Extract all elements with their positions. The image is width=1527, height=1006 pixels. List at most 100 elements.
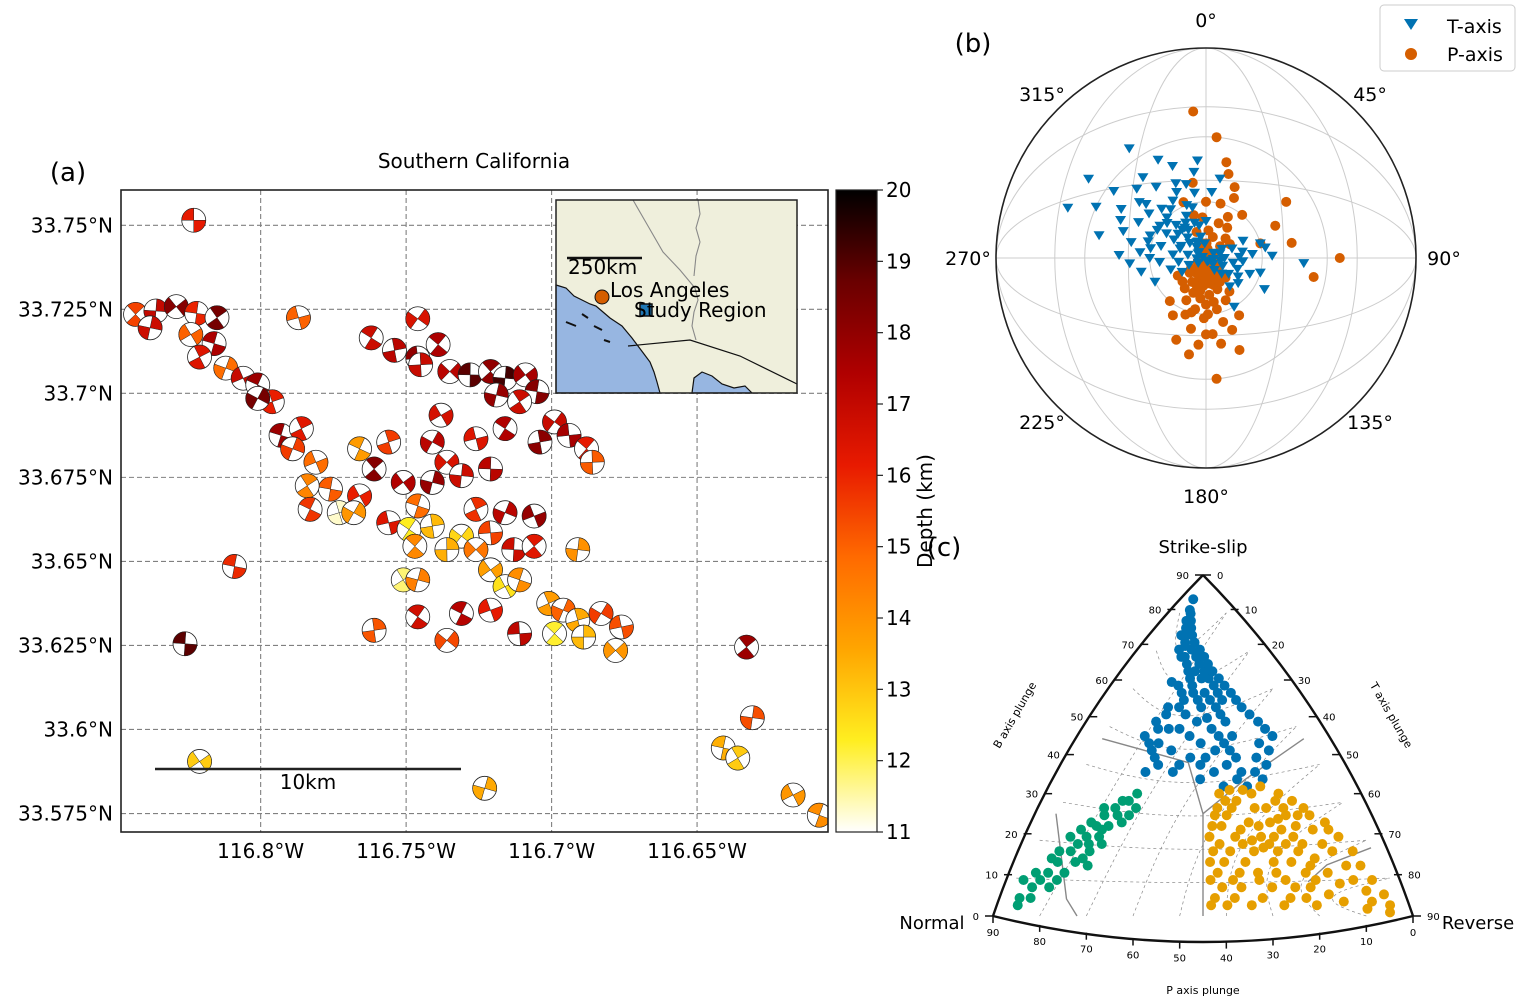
strike-slip-point bbox=[1227, 731, 1238, 742]
inset-map: 250km Los Angeles Study Region bbox=[555, 199, 798, 394]
t-axis-point bbox=[1195, 232, 1207, 242]
t-axis-point bbox=[1108, 186, 1120, 196]
focal-mechanism bbox=[457, 362, 483, 388]
reverse-point bbox=[1298, 803, 1309, 814]
strike-slip-point bbox=[1185, 615, 1196, 626]
colorbar-gradient bbox=[835, 189, 878, 833]
focal-mechanism bbox=[172, 631, 198, 657]
focal-mechanism-quadrant bbox=[361, 630, 377, 643]
p-axis-point bbox=[1184, 267, 1195, 278]
focal-mechanism-quadrant bbox=[199, 754, 212, 772]
inset-gulf bbox=[691, 371, 754, 394]
reverse-point bbox=[1229, 893, 1240, 904]
strike-slip-point bbox=[1191, 716, 1202, 727]
strike-slip-point bbox=[1180, 709, 1191, 720]
p-axis-point bbox=[1202, 309, 1213, 320]
t-axis-point bbox=[1176, 267, 1188, 277]
focal-mechanism bbox=[492, 500, 518, 526]
strike-slip-point bbox=[1236, 767, 1247, 778]
focal-mechanism-quadrant bbox=[246, 372, 263, 386]
focal-mechanism-quadrant bbox=[545, 633, 564, 646]
focal-mechanism-quadrant bbox=[446, 630, 460, 649]
legend-t-axis-marker bbox=[1404, 19, 1418, 30]
map-y-tick-label: 33.575°N bbox=[18, 802, 113, 826]
reverse-point bbox=[1208, 846, 1219, 857]
strike-slip-point bbox=[1185, 608, 1196, 619]
reverse-point bbox=[1322, 867, 1333, 878]
strike-slip-point bbox=[1219, 680, 1230, 691]
focal-mechanism-quadrant bbox=[498, 428, 516, 441]
focal-mechanism bbox=[376, 429, 402, 455]
t-axis-point bbox=[1168, 235, 1180, 245]
t-axis-point bbox=[1133, 218, 1145, 228]
t-axis-point bbox=[1191, 242, 1203, 252]
focal-mechanism-quadrant bbox=[504, 501, 518, 518]
p-axis-tick-label: 50 bbox=[1173, 954, 1186, 965]
scale-bar-label: 10km bbox=[280, 770, 337, 794]
ternary-grid-arc bbox=[1039, 612, 1227, 917]
focal-mechanism-quadrant bbox=[360, 325, 378, 339]
t-axis-point bbox=[1233, 252, 1245, 262]
p-axis-point bbox=[1211, 132, 1222, 143]
map-y-tick-label: 33.65°N bbox=[31, 549, 113, 573]
panel-c-label: (c) bbox=[927, 533, 962, 563]
focal-mechanism-quadrant bbox=[437, 362, 451, 381]
reverse-point bbox=[1222, 900, 1233, 911]
reverse-point bbox=[1327, 846, 1338, 857]
focal-mechanism bbox=[780, 782, 806, 808]
focal-mechanism-quadrant bbox=[413, 505, 430, 519]
strike-slip-point bbox=[1231, 752, 1242, 763]
t-axis-point bbox=[1144, 254, 1156, 263]
focal-mechanism-quadrant bbox=[202, 331, 218, 344]
focal-mechanism-quadrant bbox=[490, 531, 503, 546]
strike-slip-point bbox=[1254, 738, 1265, 749]
focal-mechanism-quadrant bbox=[420, 479, 433, 495]
focal-mechanism-quadrant bbox=[440, 408, 454, 426]
study-region-label: Study Region bbox=[634, 298, 767, 322]
p-axis-point bbox=[1171, 334, 1182, 345]
focal-mechanism-quadrant bbox=[455, 613, 473, 626]
strike-slip-point bbox=[1174, 702, 1185, 713]
p-axis-point bbox=[1216, 338, 1227, 349]
t-axis-point bbox=[1175, 241, 1187, 251]
inset-scale-label: 250km bbox=[568, 255, 637, 279]
t-axis-tick-label: 30 bbox=[1298, 676, 1311, 687]
normal-point bbox=[1131, 803, 1142, 814]
focal-mechanism-quadrant bbox=[178, 323, 192, 342]
reverse-point bbox=[1338, 896, 1349, 907]
focal-mechanism-quadrant bbox=[446, 537, 460, 550]
focal-mechanism-quadrant bbox=[392, 579, 410, 593]
los-angeles-marker bbox=[594, 289, 610, 305]
reverse-point bbox=[1219, 857, 1230, 868]
focal-mechanism-quadrant bbox=[807, 803, 824, 816]
p-axis-point bbox=[1286, 237, 1297, 248]
normal-point bbox=[1124, 810, 1135, 821]
p-axis-point bbox=[1270, 220, 1281, 231]
focal-mechanism-quadrant bbox=[390, 472, 404, 491]
azimuth-label: 180° bbox=[1183, 486, 1229, 508]
focal-mechanism bbox=[405, 567, 431, 593]
p-axis-point bbox=[1188, 210, 1199, 221]
reverse-point bbox=[1257, 893, 1268, 904]
normal-point bbox=[1096, 839, 1107, 850]
focal-mechanism-quadrant bbox=[588, 606, 602, 625]
normal-point bbox=[1076, 824, 1087, 835]
t-axis-tick-label: 60 bbox=[1368, 790, 1381, 801]
reverse-point bbox=[1276, 824, 1287, 835]
focal-mechanism bbox=[603, 638, 629, 663]
focal-mechanism-quadrant bbox=[478, 559, 491, 578]
reverse-point bbox=[1333, 831, 1344, 842]
strike-slip-point bbox=[1167, 767, 1178, 778]
focal-mechanism bbox=[542, 621, 567, 647]
strike-slip-point bbox=[1189, 666, 1200, 677]
t-axis-point bbox=[1115, 215, 1127, 225]
t-axis-plunge-label: T axis plunge bbox=[1367, 679, 1416, 750]
focal-mechanism-quadrant bbox=[372, 618, 387, 631]
focal-mechanism bbox=[521, 533, 547, 559]
legend-p-axis-marker bbox=[1405, 48, 1417, 60]
ternary-grid-arc bbox=[1179, 726, 1297, 917]
t-axis-point bbox=[1224, 282, 1236, 292]
strike-slip-point bbox=[1163, 723, 1174, 734]
focal-mechanism-quadrant bbox=[478, 598, 491, 615]
